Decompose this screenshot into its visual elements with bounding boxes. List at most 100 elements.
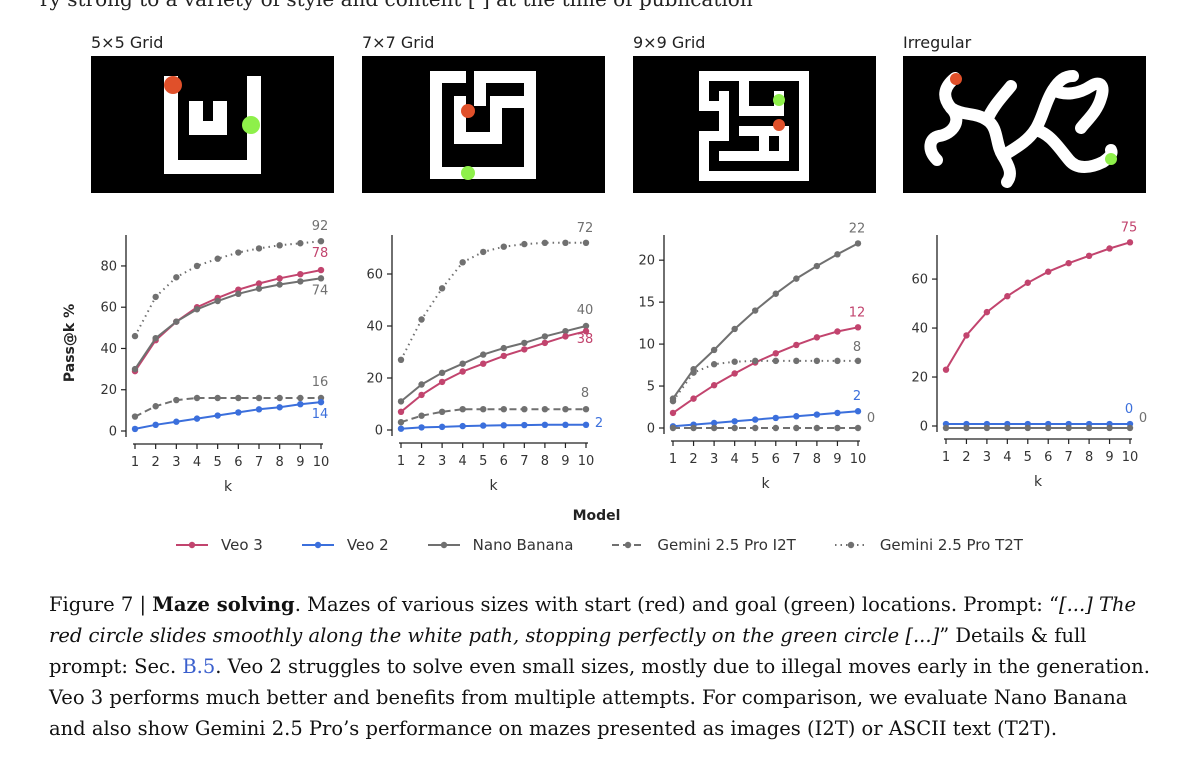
- data-point-2-0-2: [710, 346, 718, 354]
- data-point-2-0-3: [731, 325, 738, 333]
- legend-title: Model: [572, 508, 621, 524]
- end-label-3-1: 0: [1125, 402, 1133, 417]
- data-point-1-3-5: [500, 406, 507, 413]
- data-point-1-4-2: [438, 423, 446, 431]
- data-point-1-2-5: [500, 352, 507, 360]
- data-point-0-2-8: [297, 278, 304, 285]
- data-point-0-2-0: [131, 365, 139, 373]
- data-point-2-2-5: [772, 357, 779, 365]
- x-tick-label-2-5: 6: [772, 452, 780, 467]
- x-tick-label-3-7: 8: [1085, 450, 1093, 465]
- series-line-1-0: [400, 241, 586, 361]
- x-tick-label-3-4: 5: [1024, 450, 1032, 465]
- data-point-2-3-7: [813, 411, 821, 418]
- series-line-2-0: [672, 242, 859, 400]
- data-point-0-2-7: [276, 281, 283, 288]
- series-line-0-3: [134, 397, 321, 418]
- data-point-2-4-2: [710, 424, 718, 432]
- x-tick-label-1-3: 4: [459, 454, 467, 469]
- data-point-2-1-0: [669, 409, 677, 417]
- series-line-1-3: [400, 408, 586, 424]
- data-point-2-3-8: [834, 409, 841, 417]
- x-tick-label-1-4: 5: [479, 454, 487, 469]
- y-tick-label-2-0: 0: [647, 422, 655, 437]
- data-point-1-0-4: [480, 248, 487, 256]
- data-point-0-2-6: [255, 285, 263, 292]
- data-point-0-0-6: [255, 245, 263, 252]
- data-point-0-0-1: [152, 293, 159, 301]
- data-point-2-1-6: [793, 341, 800, 349]
- x-tick-label-2-4: 5: [751, 452, 759, 467]
- x-tick-label-0-2: 3: [172, 455, 180, 470]
- y-tick-label-1-0: 0: [375, 424, 383, 439]
- data-point-1-0-3: [459, 259, 466, 266]
- series-line-0-1: [134, 269, 322, 372]
- data-point-0-0-4: [214, 255, 221, 262]
- series-line-1-1: [400, 325, 587, 403]
- y-tick-label-1-3: 60: [366, 268, 383, 283]
- data-point-0-3-5: [235, 394, 242, 402]
- y-tick-label-0-3: 60: [100, 301, 117, 316]
- data-point-0-2-9: [317, 275, 325, 282]
- y-tick-label-0-2: 40: [100, 342, 117, 357]
- data-point-1-1-4: [480, 351, 487, 358]
- x-tick-label-3-8: 9: [1105, 450, 1113, 465]
- end-label-1-2: 38: [577, 332, 594, 347]
- data-point-3-2-6: [1065, 424, 1072, 432]
- data-point-3-0-4: [1024, 279, 1031, 286]
- end-label-2-3: 2: [853, 389, 861, 404]
- caption-section-link[interactable]: B.5: [182, 655, 216, 678]
- x-tick-label-0-5: 6: [234, 455, 242, 470]
- data-point-3-0-1: [963, 332, 970, 339]
- x-tick-label-3-1: 2: [962, 450, 970, 465]
- data-point-3-2-7: [1085, 424, 1093, 432]
- data-point-2-2-7: [813, 357, 821, 365]
- y-tick-label-2-1: 5: [647, 380, 655, 395]
- data-point-2-0-5: [772, 290, 779, 297]
- data-point-1-4-4: [480, 422, 487, 429]
- x-tick-label-3-0: 1: [942, 450, 950, 465]
- data-point-0-2-3: [193, 306, 201, 313]
- data-point-1-2-0: [397, 408, 405, 415]
- data-point-2-2-3: [731, 358, 738, 365]
- data-point-1-3-3: [459, 406, 466, 413]
- data-point-3-0-9: [1126, 239, 1134, 246]
- data-point-1-3-4: [480, 406, 487, 413]
- legend-item-veo2: Veo 2: [301, 536, 389, 554]
- data-point-1-4-1: [418, 424, 425, 431]
- x-tick-label-1-1: 2: [417, 454, 425, 469]
- data-point-0-3-4: [214, 394, 221, 402]
- data-point-1-1-6: [521, 339, 528, 347]
- data-point-2-1-3: [731, 370, 738, 377]
- data-point-0-0-0: [131, 332, 139, 340]
- data-point-0-4-2: [173, 418, 180, 425]
- data-point-1-0-6: [521, 240, 528, 248]
- data-point-1-1-5: [500, 344, 507, 352]
- data-point-2-0-9: [854, 240, 862, 247]
- data-point-3-0-3: [1004, 293, 1011, 300]
- x-tick-label-0-9: 10: [313, 455, 330, 470]
- legend-label-gemini-t2t: Gemini 2.5 Pro T2T: [879, 536, 1023, 554]
- data-point-1-3-1: [418, 412, 425, 419]
- series-line-1-2: [400, 330, 587, 413]
- x-tick-label-1-0: 1: [397, 454, 405, 469]
- data-point-1-3-7: [541, 406, 549, 413]
- data-point-2-2-1: [690, 369, 697, 376]
- x-tick-label-0-3: 4: [193, 455, 201, 470]
- data-point-1-1-1: [418, 381, 425, 388]
- data-point-0-1-6: [255, 280, 263, 287]
- data-point-1-0-9: [582, 239, 590, 246]
- data-point-0-4-5: [235, 409, 242, 416]
- data-point-2-2-9: [854, 357, 862, 365]
- x-tick-label-2-0: 1: [669, 452, 677, 467]
- y-tick-label-2-2: 10: [638, 338, 655, 353]
- data-point-1-2-1: [418, 391, 425, 399]
- data-point-2-4-0: [669, 424, 677, 432]
- x-tick-label-0-4: 5: [214, 455, 222, 470]
- caption-part2: ” Details & full prompt: Sec.: [49, 624, 1087, 678]
- maze-image-irregular: [903, 56, 1146, 193]
- data-point-2-3-3: [731, 418, 738, 425]
- data-point-1-4-9: [582, 421, 590, 428]
- data-point-2-2-2: [710, 361, 718, 368]
